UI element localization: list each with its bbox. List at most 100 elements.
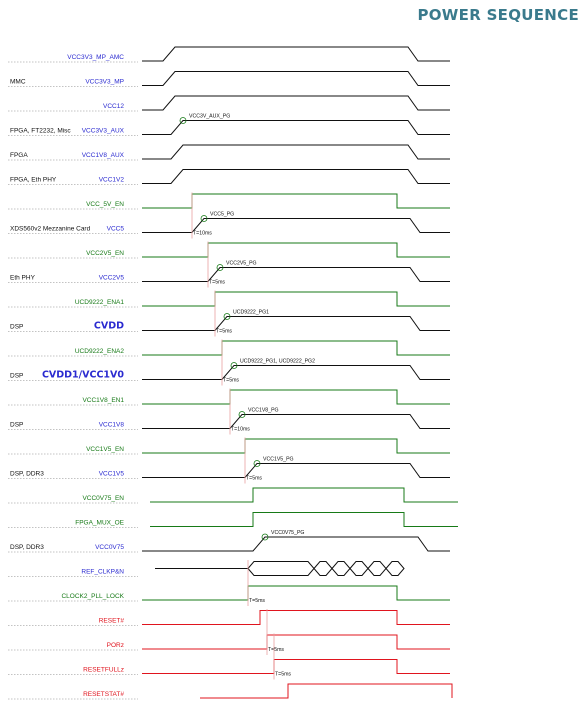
waveform (142, 585, 450, 601)
signal-row-ref-clkp-n: REF_CLKP&N (8, 561, 405, 577)
waveform (142, 144, 450, 160)
waveform (142, 414, 450, 429)
signal-consumer-label: DSP (10, 422, 23, 429)
delay-label: T=5ms (268, 647, 284, 653)
power-good-marker (179, 117, 187, 124)
waveform (142, 95, 450, 111)
signal-row-cvdd: CVDD DSP T=5ms UCD9222_PG1 (8, 290, 450, 337)
signal-row-resetstat: RESETSTAT# (8, 683, 453, 700)
signal-consumer-label: MMC (10, 79, 26, 86)
waveform (150, 512, 458, 527)
signal-name: VCC3V3_MP (85, 79, 124, 86)
signal-name: UCD9222_ENA2 (75, 348, 125, 355)
waveform (200, 683, 453, 699)
signal-consumer-label: Eth PHY (10, 275, 36, 282)
power-good-marker (223, 313, 231, 320)
waveform (142, 71, 450, 86)
signal-row-vcc3v3-aux: VCC3V3_AUX FPGA, FT2232, Misc VCC3V_AUX_PG (8, 114, 450, 136)
signal-consumer-label: DSP, DDR3 (10, 544, 44, 551)
signal-name: VCC3V3_AUX (82, 128, 125, 135)
signal-row-vcc1v8-en1: VCC1V8_EN1 (8, 389, 450, 406)
clock-cycle (331, 561, 351, 576)
signal-row-clock2-pll-lock: CLOCK2_PLL_LOCK T=5ms (8, 560, 450, 606)
signal-row-vcc2v5-en: VCC2V5_EN (8, 242, 450, 259)
power-good-label: VCC2V5_PG (226, 261, 257, 267)
signal-row-cvdd1-vcc1v0: CVDD1/VCC1V0 DSP T=5ms UCD9222_PG1, UCD9222… (8, 339, 450, 386)
power-good-label: UCD9222_PG1 (233, 310, 269, 316)
signal-name: CVDD (94, 321, 124, 332)
signal-name: VCC0V75 (95, 544, 124, 551)
signal-row-vcc1v5-en: VCC1V5_EN (8, 438, 450, 455)
signal-name: VCC3V3_MP_AMC (67, 54, 124, 61)
signal-name: PORz (107, 642, 124, 649)
waveform (142, 340, 450, 356)
signal-row-porz: PORz T=5ms (8, 609, 450, 655)
waveform (142, 291, 450, 307)
waveform (142, 46, 450, 62)
waveform (142, 634, 450, 650)
clock-cycle (385, 561, 405, 576)
signal-name: CLOCK2_PLL_LOCK (61, 593, 124, 600)
signal-row-vcc0v75: VCC0V75 DSP, DDR3 VCC0V75_PG (8, 530, 450, 553)
signal-name: VCC0V75_EN (82, 495, 124, 502)
signal-row-vcc-5v-en: VCC_5V_EN (8, 193, 450, 210)
waveform (155, 561, 315, 576)
signal-consumer-label: FPGA (10, 152, 28, 159)
waveform (150, 487, 458, 503)
signal-row-vcc1v8-aux: VCC1V8_AUX FPGA (8, 144, 450, 161)
delay-label: T=5ms (223, 378, 239, 384)
delay-label: T=5ms (246, 476, 262, 482)
signal-row-vcc1v5: VCC1V5 DSP, DDR3 T=5ms VCC1V5_PG (8, 437, 450, 484)
signal-name: VCC2V5_EN (86, 250, 124, 257)
signal-name: RESETSTAT# (83, 691, 124, 698)
signal-row-vcc5: VCC5 XDS560v2 Mezzanine Card T=10ms VCC5_PG (8, 192, 450, 239)
power-good-label: VCC5_PG (210, 212, 234, 218)
waveform (142, 389, 450, 405)
signal-name: VCC1V8 (99, 422, 125, 429)
waveform (142, 316, 450, 331)
signal-row-ucd9222-ena2: UCD9222_ENA2 (8, 340, 450, 357)
signal-row-vcc1v8: VCC1V8 DSP T=10ms VCC1V8_PG (8, 388, 450, 435)
signal-name: VCC2V5 (99, 275, 125, 282)
signal-name: VCC1V5_EN (86, 446, 124, 453)
signal-name: CVDD1/VCC1V0 (42, 370, 124, 381)
page-title: POWER SEQUENCE (417, 6, 579, 24)
clock-cycle (313, 561, 333, 576)
signal-name: FPGA_MUX_OE (75, 520, 124, 527)
signal-row-vcc0v75-en: VCC0V75_EN (8, 487, 458, 504)
power-good-label: VCC3V_AUX_PG (189, 114, 230, 120)
waveform (142, 610, 450, 625)
power-good-marker (230, 362, 238, 369)
signal-row-fpga-mux-oe: FPGA_MUX_OE (8, 512, 458, 528)
power-good-label: VCC1V8_PG (248, 408, 279, 414)
delay-label: T=10ms (193, 231, 212, 237)
waveform (142, 120, 450, 135)
signal-row-vcc1v2: VCC1V2 FPGA, Eth PHY (8, 169, 450, 185)
power-good-label: VCC0V75_PG (271, 530, 304, 536)
power-good-marker (253, 460, 261, 467)
clock-cycle (349, 561, 369, 576)
delay-label: T=5ms (275, 672, 291, 678)
signal-consumer-label: FPGA, Eth PHY (10, 177, 57, 184)
signal-name: RESET# (99, 618, 125, 625)
waveform (142, 218, 450, 233)
delay-label: T=10ms (231, 427, 250, 433)
signal-consumer-label: FPGA, FT2232, Misc (10, 128, 71, 135)
signal-name: VCC1V5 (99, 471, 125, 478)
signal-name: VCC1V2 (99, 177, 125, 184)
signal-consumer-label: XDS560v2 Mezzanine Card (10, 226, 91, 233)
waveform (142, 365, 450, 380)
waveform (142, 536, 450, 552)
signal-name: REF_CLKP&N (81, 569, 124, 576)
delay-label: T=5ms (216, 329, 232, 335)
signal-name: RESETFULLz (83, 667, 124, 674)
clock-cycle (367, 561, 387, 576)
waveform (142, 242, 450, 258)
waveform (142, 267, 450, 282)
signal-row-vcc12: VCC12 (8, 95, 450, 112)
waveform (142, 438, 450, 454)
signal-name: VCC1V8_AUX (82, 152, 125, 159)
signal-name: VCC1V8_EN1 (82, 397, 124, 404)
power-good-marker (261, 533, 269, 541)
